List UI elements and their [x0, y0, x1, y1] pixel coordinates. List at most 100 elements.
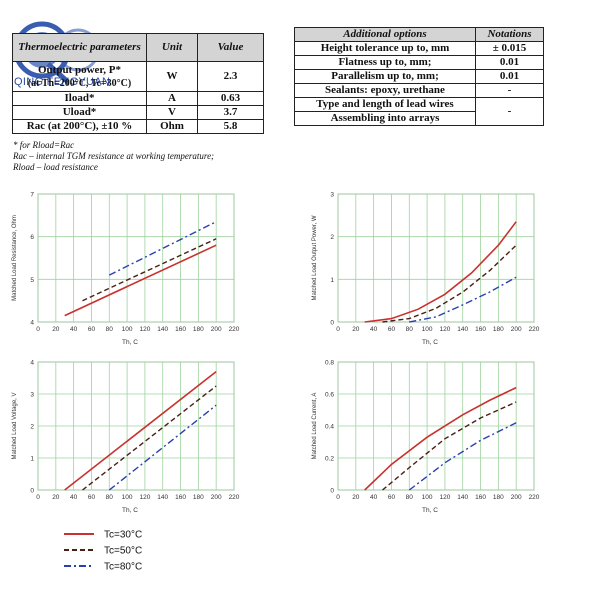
- x-tick-label: 80: [106, 494, 114, 501]
- header-options: Additional options: [294, 27, 476, 42]
- table-row: Iload* A 0.63: [12, 91, 264, 106]
- x-tick-label: 140: [157, 494, 168, 501]
- table-row: Assembling into arrays: [294, 111, 544, 126]
- y-tick-label: 1: [30, 456, 34, 463]
- series-line-3: [108, 221, 217, 276]
- x-tick-label: 120: [139, 494, 150, 501]
- x-tick-label: 180: [493, 494, 504, 501]
- y-tick-label: 0: [30, 488, 34, 495]
- header-value: Value: [197, 33, 264, 62]
- x-tick-label: 20: [352, 494, 360, 501]
- series-line-3: [409, 276, 517, 323]
- x-tick-label: 160: [475, 326, 486, 333]
- plot-area: [37, 193, 235, 323]
- x-tick-label: 220: [229, 326, 240, 333]
- x-tick-label: 140: [157, 326, 168, 333]
- table-row: Rac (at 200°C), ±10 % Ohm 5.8: [12, 119, 264, 134]
- x-tick-label: 60: [88, 326, 96, 333]
- y-tick-label: 0.6: [325, 392, 334, 399]
- x-tick-label: 80: [406, 326, 414, 333]
- y-axis-label: Matched Load Output Power, W: [312, 215, 318, 300]
- x-tick-label: 20: [52, 494, 60, 501]
- table-row: Flatness up to, mm; 0.01: [294, 55, 544, 70]
- x-tick-label: 160: [475, 494, 486, 501]
- x-tick-label: 160: [175, 326, 186, 333]
- header-notations: Notations: [475, 27, 544, 42]
- note-line: Rload – load resistance: [13, 162, 98, 172]
- x-axis-label: Th, C: [422, 339, 438, 346]
- x-tick-label: 80: [406, 494, 414, 501]
- chart-legend: Tc=30°C Tc=50°C Tc=80°C: [64, 530, 142, 573]
- series-line-1: [364, 221, 517, 323]
- x-tick-label: 60: [88, 494, 96, 501]
- series-line-1: [364, 386, 517, 491]
- y-tick-label: 2: [330, 234, 334, 241]
- header-unit: Unit: [146, 33, 198, 62]
- table-row: Parallelism up to, mm; 0.01: [294, 69, 544, 84]
- voltage-chart: 0 20 40 60 80 100 120 140 160 180 200 220 0 1 2 3 4 Th, C…: [12, 360, 240, 515]
- table-row: Type and length of lead wires -: [294, 97, 544, 126]
- x-tick-label: 160: [175, 494, 186, 501]
- series-line-2: [82, 385, 217, 491]
- y-tick-label: 4: [30, 360, 34, 367]
- current-chart: 0 20 40 60 80 100 120 140 160 180 200 220 0 0.2 0.4 0.6…: [312, 360, 540, 515]
- x-tick-label: 60: [388, 326, 396, 333]
- y-tick-label: 0.2: [325, 456, 334, 463]
- x-axis-label: Th, C: [122, 507, 138, 514]
- y-tick-label: 5: [30, 277, 34, 284]
- table-row: Output power, P* (at Th=200°C, Tc=30°C) W…: [12, 61, 264, 92]
- x-tick-label: 40: [370, 326, 378, 333]
- series-line-2: [382, 401, 517, 491]
- legend-label: Tc=80°C: [104, 562, 142, 573]
- x-tick-label: 0: [336, 326, 340, 333]
- table-row: Uload* V 3.7: [12, 105, 264, 120]
- x-tick-label: 0: [36, 494, 40, 501]
- x-tick-label: 60: [388, 494, 396, 501]
- x-tick-label: 140: [457, 494, 468, 501]
- x-axis-label: Th, C: [422, 507, 438, 514]
- x-tick-label: 120: [439, 326, 450, 333]
- x-tick-label: 20: [352, 326, 360, 333]
- x-tick-label: 220: [529, 326, 540, 333]
- x-tick-label: 120: [139, 326, 150, 333]
- legend-label: Tc=50°C: [104, 546, 142, 557]
- x-tick-label: 180: [193, 326, 204, 333]
- x-tick-label: 80: [106, 326, 114, 333]
- y-tick-label: 6: [30, 234, 34, 241]
- x-tick-label: 100: [122, 326, 133, 333]
- plot-area: [337, 193, 535, 323]
- y-tick-label: 3: [330, 192, 334, 199]
- y-tick-label: 7: [30, 192, 34, 199]
- output-power-chart: 0 20 40 60 80 100 120 140 160 180 200 220 0 1 2 3 Th, C M…: [312, 192, 540, 347]
- resistance-chart: 0 20 40 60 80 100 120 140 160 180 200 220 4 5 6 7 Th, C M…: [12, 192, 240, 347]
- x-tick-label: 40: [70, 326, 78, 333]
- x-tick-label: 40: [70, 494, 78, 501]
- x-tick-label: 40: [370, 494, 378, 501]
- y-tick-label: 4: [30, 320, 34, 327]
- y-tick-label: 3: [30, 392, 34, 399]
- x-tick-label: 220: [229, 494, 240, 501]
- series-line-1: [64, 370, 217, 491]
- legend-label: Tc=30°C: [104, 530, 142, 541]
- x-tick-label: 220: [529, 494, 540, 501]
- header-parameters: Thermoelectric parameters: [12, 33, 147, 62]
- x-tick-label: 140: [457, 326, 468, 333]
- x-tick-label: 200: [511, 494, 522, 501]
- y-axis-label: Matched Load Resistance, Ohm: [12, 215, 18, 301]
- x-tick-label: 20: [52, 326, 60, 333]
- thermoelectric-parameters-table: Thermoelectric parameters Unit Value Out…: [12, 33, 264, 134]
- x-tick-label: 100: [422, 326, 433, 333]
- x-tick-label: 200: [211, 326, 222, 333]
- x-tick-label: 120: [439, 494, 450, 501]
- x-tick-label: 100: [422, 494, 433, 501]
- x-tick-label: 200: [211, 494, 222, 501]
- x-tick-label: 180: [193, 494, 204, 501]
- y-tick-label: 0: [330, 320, 334, 327]
- x-tick-label: 180: [493, 326, 504, 333]
- note-line: * for Rload=Rac: [13, 140, 75, 150]
- table-row: Sealants: epoxy, urethane -: [294, 83, 544, 98]
- x-axis-label: Th, C: [122, 339, 138, 346]
- additional-options-table: Additional options Notations Height tole…: [294, 27, 544, 126]
- y-tick-label: 0.8: [325, 360, 334, 367]
- y-tick-label: 1: [330, 277, 334, 284]
